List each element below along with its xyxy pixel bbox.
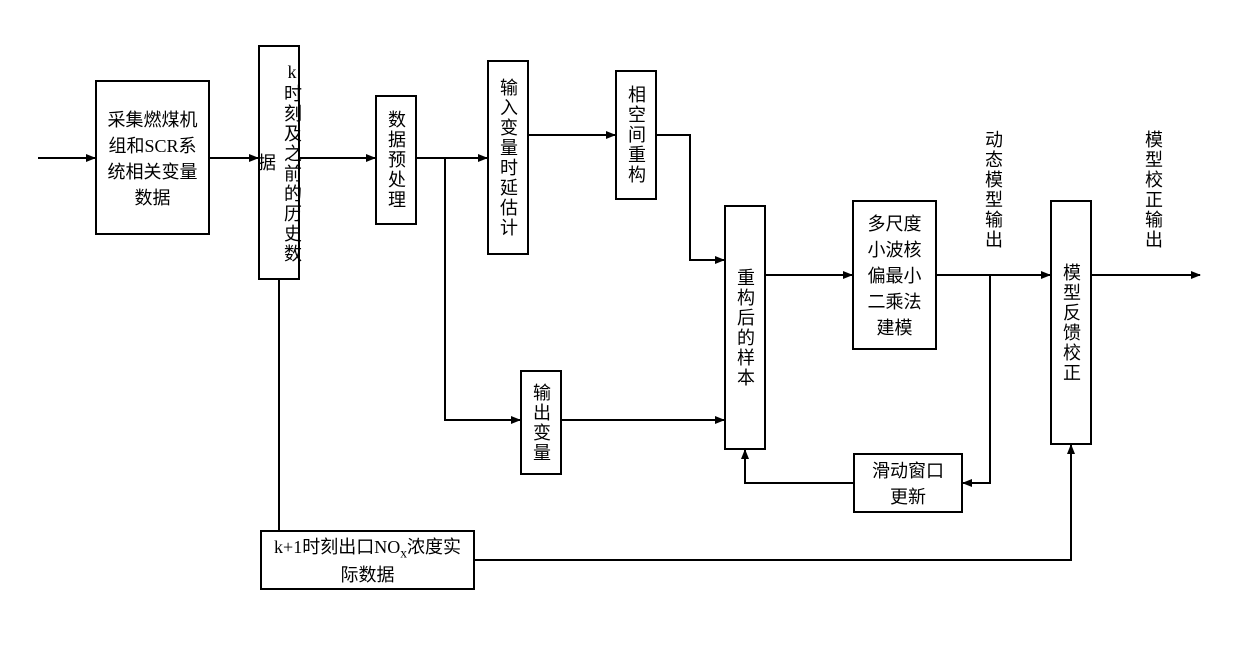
node-mskpls-label: 多尺度小波核偏最小二乘法建模 bbox=[864, 210, 925, 340]
node-collect: 采集燃煤机组和SCR系统相关变量数据 bbox=[95, 80, 210, 235]
node-feedback: 模型反馈校正 bbox=[1050, 200, 1092, 445]
node-output-var-label: 输出变量 bbox=[528, 383, 554, 463]
node-output-var: 输出变量 bbox=[520, 370, 562, 475]
node-phase-space-label: 相空间重构 bbox=[623, 85, 649, 185]
node-preprocess-label: 数据预处理 bbox=[383, 110, 409, 210]
node-preprocess: 数据预处理 bbox=[375, 95, 417, 225]
node-delay-est-label: 输入变量时延估计 bbox=[495, 78, 521, 238]
node-phase-space: 相空间重构 bbox=[615, 70, 657, 200]
node-mskpls: 多尺度小波核偏最小二乘法建模 bbox=[852, 200, 937, 350]
edge-phase_to_recon bbox=[657, 135, 724, 260]
node-collect-label: 采集燃煤机组和SCR系统相关变量数据 bbox=[107, 106, 198, 210]
node-kplus1-label: k+1时刻出口NOx浓度实际数据 bbox=[272, 533, 463, 588]
node-recon-sample-label: 重构后的样本 bbox=[732, 268, 758, 388]
node-history-label: k时刻及之前的历史数据 bbox=[253, 57, 305, 268]
label-model-correct: 模型校正输出 bbox=[1140, 130, 1166, 250]
node-slide-win-label: 滑动窗口更新 bbox=[865, 457, 951, 509]
node-recon-sample: 重构后的样本 bbox=[724, 205, 766, 450]
edge-slide_to_recon bbox=[745, 450, 853, 483]
node-delay-est: 输入变量时延估计 bbox=[487, 60, 529, 255]
node-slide-win: 滑动窗口更新 bbox=[853, 453, 963, 513]
edge-kplus1_to_feedback bbox=[475, 445, 1071, 560]
node-feedback-label: 模型反馈校正 bbox=[1058, 263, 1084, 383]
label-dynamic-output: 动态模型输出 bbox=[980, 130, 1006, 250]
node-history: k时刻及之前的历史数据 bbox=[258, 45, 300, 280]
edge-mskpls_to_slide bbox=[963, 275, 990, 483]
node-kplus1: k+1时刻出口NOx浓度实际数据 bbox=[260, 530, 475, 590]
